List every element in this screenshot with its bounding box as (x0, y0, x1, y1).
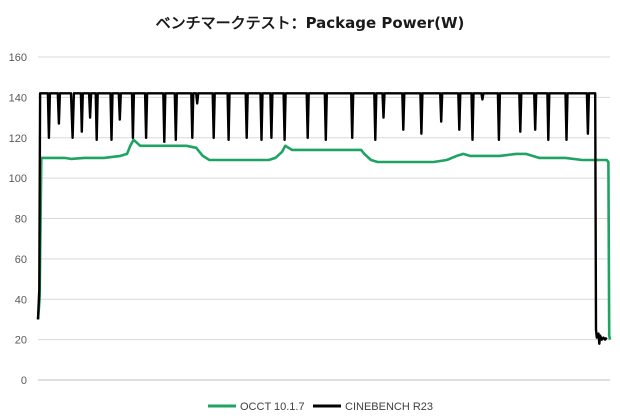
gridlines (38, 56, 610, 381)
y-axis-tick-labels: 0 20 40 60 80 100 120 140 160 (9, 52, 27, 387)
y-tick-label-60: 60 (15, 254, 27, 266)
y-tick-label-120: 120 (9, 133, 27, 145)
series-line-cinebench (36, 92, 608, 345)
chart-title: ベンチマークテスト：Package Power(W) (155, 14, 465, 32)
y-tick-label-80: 80 (15, 214, 27, 226)
y-tick-label-20: 20 (15, 335, 27, 347)
legend-label-occt: OCCT 10.1.7 (240, 401, 305, 413)
series-layer (36, 92, 612, 345)
legend: OCCT 10.1.7 CINEBENCH R23 (208, 401, 433, 413)
series-line-occt (36, 138, 612, 340)
y-tick-label-40: 40 (15, 294, 27, 306)
y-tick-label-0: 0 (21, 375, 27, 387)
y-tick-label-140: 140 (9, 92, 27, 104)
legend-label-cinebench: CINEBENCH R23 (345, 401, 433, 413)
y-tick-label-100: 100 (9, 173, 27, 185)
y-tick-label-160: 160 (9, 52, 27, 64)
